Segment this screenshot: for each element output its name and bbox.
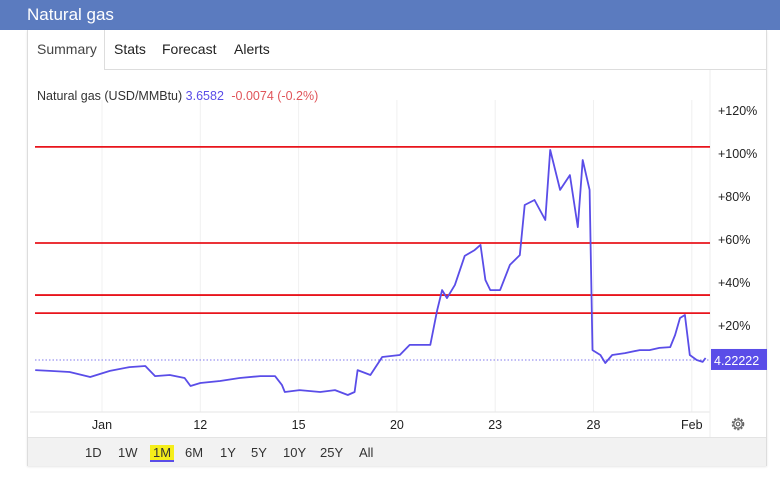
- x-tick-label: Feb: [681, 418, 703, 432]
- range-6m[interactable]: 6M: [185, 445, 204, 460]
- range-5y[interactable]: 5Y: [251, 445, 267, 460]
- range-1d[interactable]: 1D: [85, 445, 102, 460]
- range-1m[interactable]: 1M: [150, 445, 175, 462]
- range-25y[interactable]: 25Y: [320, 445, 344, 460]
- x-tick-label: 28: [587, 418, 601, 432]
- x-tick-label: 20: [390, 418, 404, 432]
- quote-title: Natural gas (USD/MMBtu) 3.6582 -0.0074 (…: [37, 89, 318, 103]
- tab-alerts[interactable]: Alerts: [234, 41, 270, 57]
- app-title: Natural gas: [27, 5, 114, 24]
- x-tick-label: Jan: [92, 418, 112, 432]
- tab-bar: Summary Stats Forecast Alerts: [28, 30, 766, 70]
- current-price-badge: [711, 348, 767, 370]
- range-1y[interactable]: 1Y: [220, 445, 236, 460]
- range-10y[interactable]: 10Y: [283, 445, 307, 460]
- x-tick-label: 12: [193, 418, 207, 432]
- price-change: -0.0074 (-0.2%): [231, 89, 319, 103]
- range-bar: 1D 1W 1M 6M 1Y 5Y 10Y 25Y All: [28, 437, 766, 466]
- y-tick-label: +120%: [718, 104, 757, 118]
- instrument-name: Natural gas (USD/MMBtu): [37, 89, 183, 103]
- range-all[interactable]: All: [359, 445, 374, 460]
- tab-forecast[interactable]: Forecast: [162, 41, 217, 57]
- y-tick-label: +40%: [718, 276, 750, 290]
- price-series-line: [35, 148, 707, 396]
- x-tick-label: 15: [292, 418, 306, 432]
- app-header: Natural gas: [0, 0, 780, 30]
- chart-card: Summary Stats Forecast Alerts Natural ga…: [27, 30, 767, 466]
- price: 3.6582: [185, 89, 224, 103]
- y-tick-label: +20%: [718, 319, 750, 333]
- current-price-label: 4.22222: [714, 354, 759, 368]
- gear-icon[interactable]: [731, 417, 745, 431]
- range-1w[interactable]: 1W: [118, 445, 138, 460]
- y-tick-label: +80%: [718, 190, 750, 204]
- tab-summary[interactable]: Summary: [28, 30, 105, 70]
- tab-stats[interactable]: Stats: [114, 41, 146, 57]
- y-tick-label: +60%: [718, 233, 750, 247]
- y-tick-label: +100%: [718, 147, 757, 161]
- x-tick-label: 23: [488, 418, 502, 432]
